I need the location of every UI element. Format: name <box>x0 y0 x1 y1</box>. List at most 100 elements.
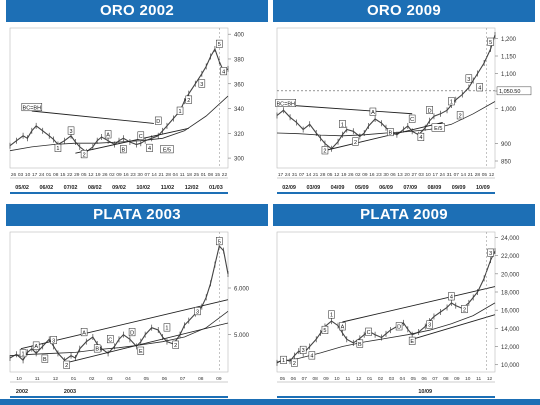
plot-frame <box>276 27 496 169</box>
wave-label: 1 <box>56 146 59 152</box>
wave-label-box <box>54 143 62 152</box>
x-tick-label: 08 <box>312 376 318 382</box>
y-tick-label: 24,000 <box>501 236 520 242</box>
y-tick-label: 340 <box>234 107 245 113</box>
wave-label-box <box>339 322 346 331</box>
period-label: 01/03 <box>209 185 223 191</box>
wave-label-box <box>352 137 359 146</box>
x-tick-label: 18 <box>187 172 193 178</box>
wave-label: 5 <box>218 42 221 48</box>
x-tick-label: 14 <box>461 172 467 178</box>
y-tick-label: 300 <box>234 157 245 163</box>
wave-label: 1 <box>330 313 333 319</box>
x-tick-label: 27 <box>411 172 417 178</box>
trendline <box>412 314 496 340</box>
x-tick-label: 16 <box>369 172 375 178</box>
x-tick-label: 11 <box>345 376 350 382</box>
wave-label: 5 <box>218 239 221 245</box>
wave-label: 1 <box>341 122 344 128</box>
wave-label-box <box>21 103 43 112</box>
wave-label: B <box>358 342 362 348</box>
x-tick-label: 30 <box>383 172 389 178</box>
x-tick-label: 08 <box>443 376 449 382</box>
wave-label-box <box>408 114 416 123</box>
wave-label-box <box>456 111 464 120</box>
x-tick-label: 09 <box>323 376 329 382</box>
period-label: 06/02 <box>39 185 53 191</box>
x-tick-label: 29 <box>74 172 80 178</box>
wave-label-box <box>160 145 174 154</box>
x-tick-label: 01 <box>201 172 207 178</box>
wave-label-box <box>220 67 227 76</box>
period-label: 10/09 <box>418 389 432 395</box>
wave-label-box <box>176 106 184 115</box>
period-label: 08/09 <box>428 185 442 191</box>
wave-label: 3 <box>428 323 431 329</box>
wave-label: 4 <box>222 69 225 75</box>
x-tick-label: 03 <box>418 172 424 178</box>
y-tick-label: 380 <box>234 57 245 63</box>
y-tick-label: 900 <box>501 142 512 148</box>
x-tick-label: 11 <box>476 376 481 382</box>
wave-label-box <box>185 95 193 104</box>
period-underline <box>10 396 228 398</box>
y-tick-label: 320 <box>234 132 245 138</box>
wave-label: 4 <box>419 135 422 141</box>
period-label: 06/09 <box>379 185 393 191</box>
y-tick-label: 10,000 <box>501 363 520 369</box>
x-tick-label: 19 <box>95 172 101 178</box>
wave-label: E <box>139 349 143 355</box>
period-label: 10/09 <box>476 185 490 191</box>
current-value-label: 1,050.50 <box>499 89 520 95</box>
x-tick-label: 11 <box>180 172 185 178</box>
y-tick-label: 1,150 <box>501 55 517 61</box>
wave-label: 4 <box>450 295 453 301</box>
wave-label-box <box>417 132 425 141</box>
x-tick-label: 14 <box>151 172 157 178</box>
wave-label-box <box>216 237 223 246</box>
x-tick-label: 26 <box>102 172 108 178</box>
wave-label-box <box>41 354 49 363</box>
wave-label-box <box>275 99 296 107</box>
x-tick-label: 17 <box>32 172 38 178</box>
wave-label-box <box>476 83 483 92</box>
x-tick-label: 10 <box>25 172 31 178</box>
wave-label-box <box>487 248 494 257</box>
x-tick-label: 12 <box>334 172 340 178</box>
wave-label: 3 <box>200 82 203 88</box>
wave-label: A <box>34 344 38 350</box>
x-tick-label: 02 <box>355 172 361 178</box>
wave-label-box <box>104 130 112 139</box>
x-tick-label: 12 <box>487 376 493 382</box>
wave-label: C <box>367 330 371 336</box>
wave-label-box <box>107 335 114 344</box>
x-tick-label: 10 <box>426 172 432 178</box>
period-label: 08/02 <box>88 185 102 191</box>
x-tick-label: 02 <box>109 172 115 178</box>
x-tick-label: 17 <box>433 172 439 178</box>
wave-label: 5 <box>323 328 326 334</box>
wave-label-box <box>67 126 75 135</box>
x-tick-label: 21 <box>313 172 319 178</box>
wave-label: 4 <box>478 86 481 92</box>
wave-label: B <box>43 357 47 363</box>
period-label: 03/09 <box>306 185 320 191</box>
y-tick-label: 1,000 <box>501 107 517 113</box>
wave-label: 2 <box>323 149 326 155</box>
x-tick-label: 05 <box>482 172 488 178</box>
period-label: 07/02 <box>64 185 78 191</box>
chart-plata-2009: 10,000 12,000 14,000 16,000 18,000 20,000 22,0… <box>276 231 520 398</box>
y-tick-label: 5.000 <box>234 333 250 339</box>
wave-label: 3 <box>70 129 73 135</box>
trendline <box>31 110 154 124</box>
wave-label-box <box>198 79 206 88</box>
x-tick-label: 09 <box>216 376 222 382</box>
x-tick-label: 07 <box>299 172 305 178</box>
x-tick-label: 21 <box>468 172 474 178</box>
wave-label-box <box>395 322 403 331</box>
wave-label-box <box>465 74 473 83</box>
chart-title: ORO 2002 <box>6 0 268 22</box>
plot-frame <box>9 27 229 169</box>
wave-label-box <box>50 336 57 345</box>
